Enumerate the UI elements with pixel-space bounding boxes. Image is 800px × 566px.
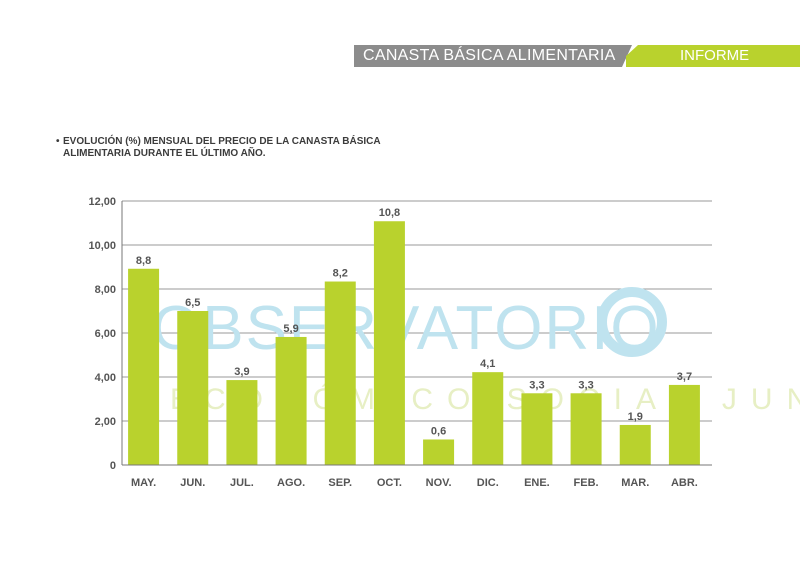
labels: 0 2,00 4,00 6,00 8,00 10,00 12,00 8,8 MAY. 6,5 JUN… — [88, 196, 697, 489]
bar — [619, 424, 651, 465]
report-title: CANASTA BÁSICA ALIMENTARIA — [363, 47, 616, 64]
x-tick-label: JUN. — [180, 477, 205, 489]
y-tick-label: 0 — [110, 460, 116, 472]
bar — [472, 372, 504, 465]
x-tick-label: MAY. — [131, 477, 156, 489]
data-label: 3,7 — [677, 371, 692, 383]
x-tick-label: JUL. — [230, 477, 254, 489]
data-label: 1,9 — [628, 411, 643, 423]
bar — [570, 393, 602, 465]
chart-subtitle-text: EVOLUCIÓN (%) MENSUAL DEL PRECIO DE LA C… — [63, 136, 381, 159]
data-label: 4,1 — [480, 358, 495, 370]
data-label: 6,5 — [185, 297, 200, 309]
data-label: 3,3 — [529, 379, 544, 391]
chart-subtitle: • EVOLUCIÓN (%) MENSUAL DEL PRECIO DE LA… — [56, 136, 416, 160]
x-tick-label: ENE. — [524, 477, 550, 489]
data-label: 3,9 — [234, 366, 249, 378]
y-tick-label: 2,00 — [95, 416, 116, 428]
data-label: 10,8 — [379, 207, 400, 219]
section-banner: INFORME — [626, 45, 800, 67]
data-label: 3,3 — [578, 379, 593, 391]
y-tick-label: 4,00 — [95, 372, 116, 384]
bar — [226, 380, 258, 465]
bar — [521, 393, 553, 465]
x-tick-label: DIC. — [477, 477, 499, 489]
x-tick-label: MAR. — [621, 477, 649, 489]
x-tick-label: AGO. — [277, 477, 305, 489]
report-title-banner: CANASTA BÁSICA ALIMENTARIA — [354, 45, 632, 67]
x-tick-label: OCT. — [377, 477, 402, 489]
bar — [668, 384, 700, 465]
data-label: 5,9 — [283, 323, 298, 335]
bars — [128, 221, 700, 465]
watermark-main-text: OBSERVATORIO — [152, 294, 661, 363]
bullet-marker: • — [56, 136, 60, 147]
bar — [275, 336, 307, 465]
data-label: 8,8 — [136, 255, 151, 267]
watermark-ring — [597, 287, 667, 357]
x-tick-label: NOV. — [426, 477, 452, 489]
y-tick-label: 12,00 — [88, 196, 116, 208]
grid-lines — [122, 200, 712, 422]
section-label: INFORME — [680, 47, 750, 64]
bar — [128, 268, 160, 465]
bar — [423, 439, 455, 465]
y-tick-label: 10,00 — [88, 240, 116, 252]
bar — [373, 221, 405, 465]
x-tick-label: ABR. — [671, 477, 698, 489]
bar — [177, 311, 209, 465]
y-tick-label: 6,00 — [95, 328, 116, 340]
x-tick-label: FEB. — [574, 477, 599, 489]
y-tick-label: 8,00 — [95, 284, 116, 296]
data-label: 0,6 — [431, 425, 446, 437]
x-tick-label: SEP. — [328, 477, 352, 489]
data-label: 8,2 — [333, 268, 348, 280]
axes — [121, 201, 712, 466]
bar — [324, 281, 356, 465]
